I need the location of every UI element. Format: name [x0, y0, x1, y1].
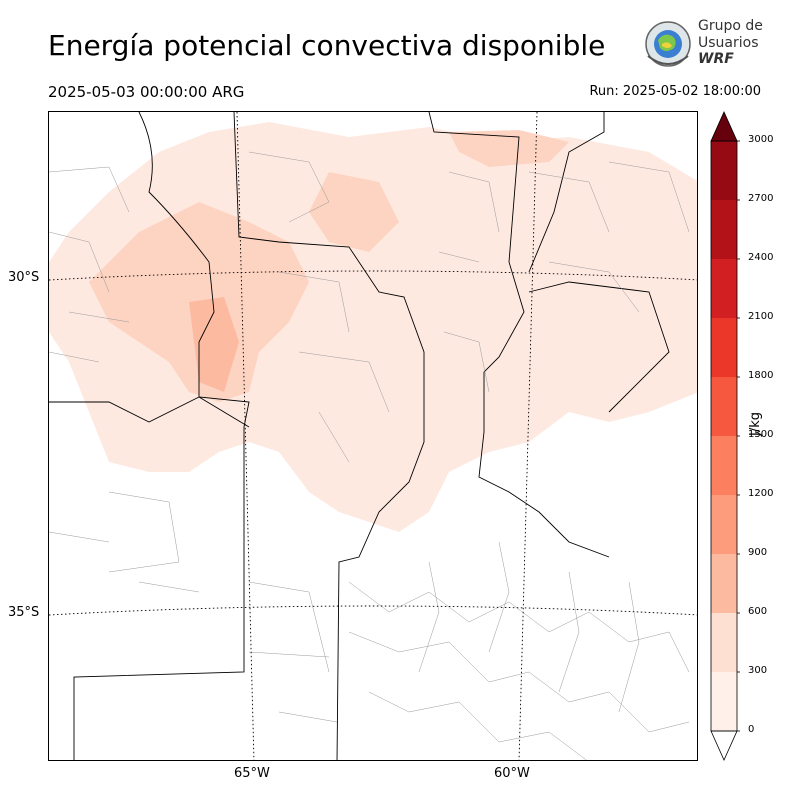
cape-region-ne: [449, 130, 569, 167]
logo-line-1: Grupo de: [698, 18, 763, 34]
lat-label-30s: 30°S: [8, 270, 40, 285]
colorbar-band: [711, 318, 737, 377]
colorbar-tick-label: 2400: [748, 252, 774, 263]
colorbar-band: [711, 436, 737, 495]
colorbar-unit-label: J/kg: [748, 412, 763, 436]
colorbar-tick-label: 1500: [748, 429, 774, 440]
colorbar-band: [711, 141, 737, 200]
cape-shading: [49, 122, 697, 532]
colorbar-tick-label: 900: [748, 547, 768, 558]
colorbar-tick-label: 1200: [748, 488, 774, 499]
colorbar-band: [711, 495, 737, 554]
colorbar-tick-label: 300: [748, 665, 768, 676]
colorbar-tick-label: 1800: [748, 370, 774, 381]
colorbar-tick-label: 3000: [748, 134, 774, 145]
logo-line-2: Usuarios: [698, 35, 759, 51]
map-panel: [48, 111, 698, 761]
colorbar-svg: [710, 111, 741, 761]
colorbar-band: [711, 554, 737, 613]
colorbar-band: [711, 200, 737, 259]
chart-title: Energía potencial convectiva disponible: [48, 29, 606, 62]
colorbar-max-extend: [710, 111, 738, 142]
logo-line-3: WRF: [698, 51, 734, 67]
graticule: [49, 112, 697, 760]
colorbar-band: [711, 613, 737, 672]
cape-region-max: [189, 297, 239, 392]
cape-region-east: [309, 172, 399, 252]
colorbar-min-extend: [710, 730, 738, 761]
wrf-globe-logo-icon: [645, 21, 691, 67]
colorbar-tick-label: 0: [748, 724, 755, 735]
department-borders: [49, 151, 690, 760]
colorbar-tick-label: 2700: [748, 193, 774, 204]
colorbar-band: [711, 672, 737, 731]
province-borders: [49, 112, 670, 760]
run-time-label: Run: 2025-05-02 18:00:00: [589, 84, 761, 99]
colorbar-tick-label: 2100: [748, 311, 774, 322]
colorbar-band: [711, 259, 737, 318]
colorbar-band: [711, 377, 737, 436]
valid-time-label: 2025-05-03 00:00:00 ARG: [48, 83, 245, 101]
lon-label-65w: 65°W: [234, 766, 270, 781]
colorbar: 0 300 600 900 1200 1500 1800 2100 2400 2700 3000: [710, 111, 790, 761]
wrf-logo: Grupo de Usuarios WRF: [640, 16, 770, 72]
lon-label-60w: 60°W: [494, 766, 530, 781]
lat-label-35s: 35°S: [8, 605, 40, 620]
colorbar-tick-label: 600: [748, 606, 768, 617]
map-svg: [49, 112, 697, 760]
